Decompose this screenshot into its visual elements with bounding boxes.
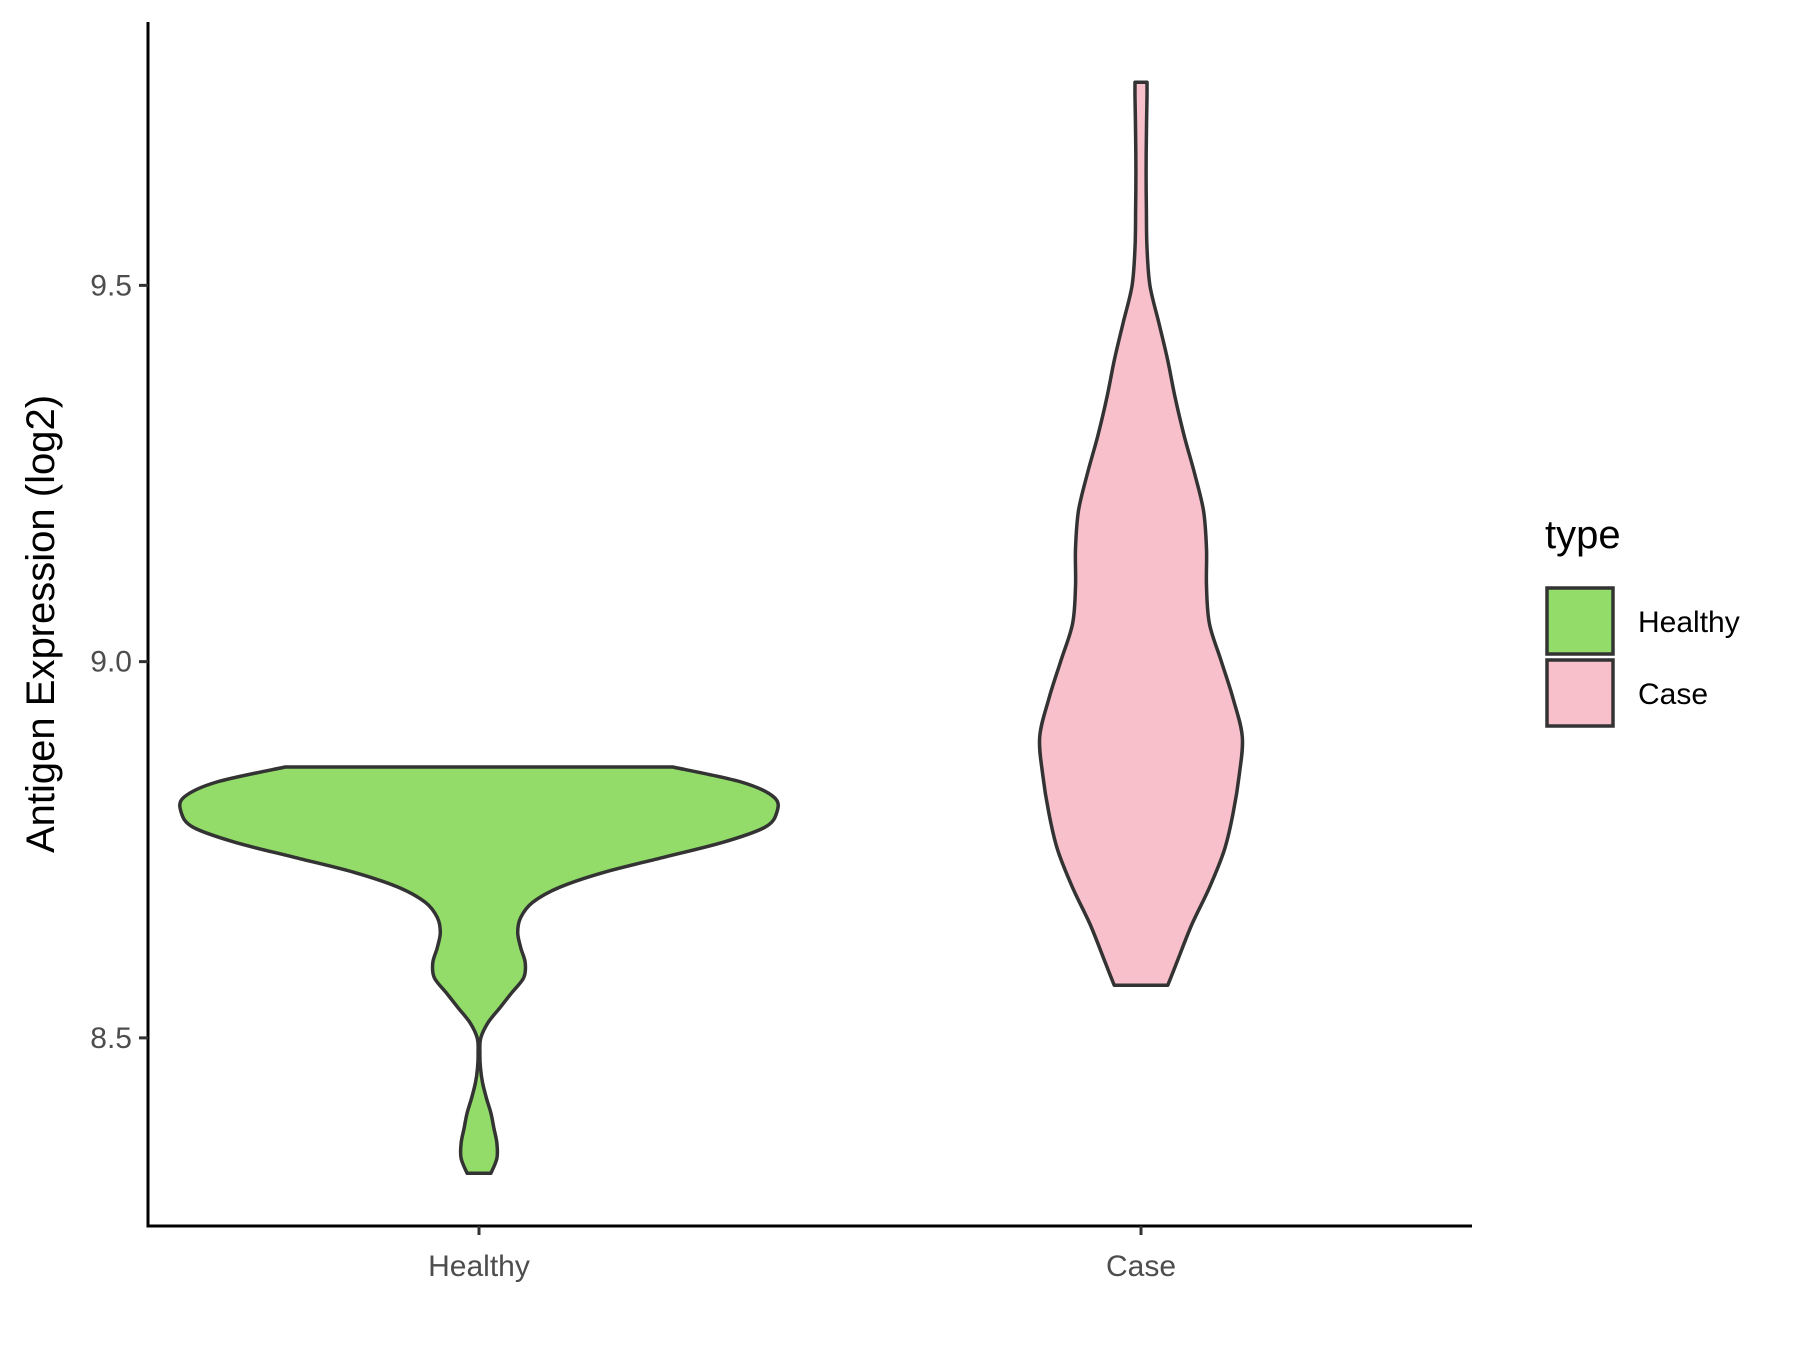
- x-tick-label: Case: [1106, 1250, 1176, 1283]
- legend-key-case: [1545, 658, 1615, 728]
- x-tick-label: Healthy: [428, 1250, 530, 1283]
- violin-healthy: [178, 765, 780, 1176]
- y-tick-label: 9.0: [90, 646, 132, 679]
- violin-case: [1037, 80, 1245, 987]
- legend-items: Healthy Case: [1545, 586, 1740, 728]
- y-tick-label: 8.5: [90, 1022, 132, 1055]
- y-axis-ticks: 8.5 9.0 9.5: [90, 269, 148, 1055]
- legend-label-case: Case: [1638, 678, 1708, 711]
- legend-label-healthy: Healthy: [1638, 606, 1740, 639]
- plot-area: [178, 80, 1245, 1176]
- legend-key-healthy: [1545, 586, 1615, 656]
- x-axis-ticks: Healthy Case: [428, 1226, 1176, 1283]
- y-tick-label: 9.5: [90, 269, 132, 302]
- y-axis-title: Antigen Expression (log2): [19, 395, 63, 853]
- legend-title: type: [1545, 513, 1621, 557]
- legend: type Healthy Case: [1545, 513, 1740, 728]
